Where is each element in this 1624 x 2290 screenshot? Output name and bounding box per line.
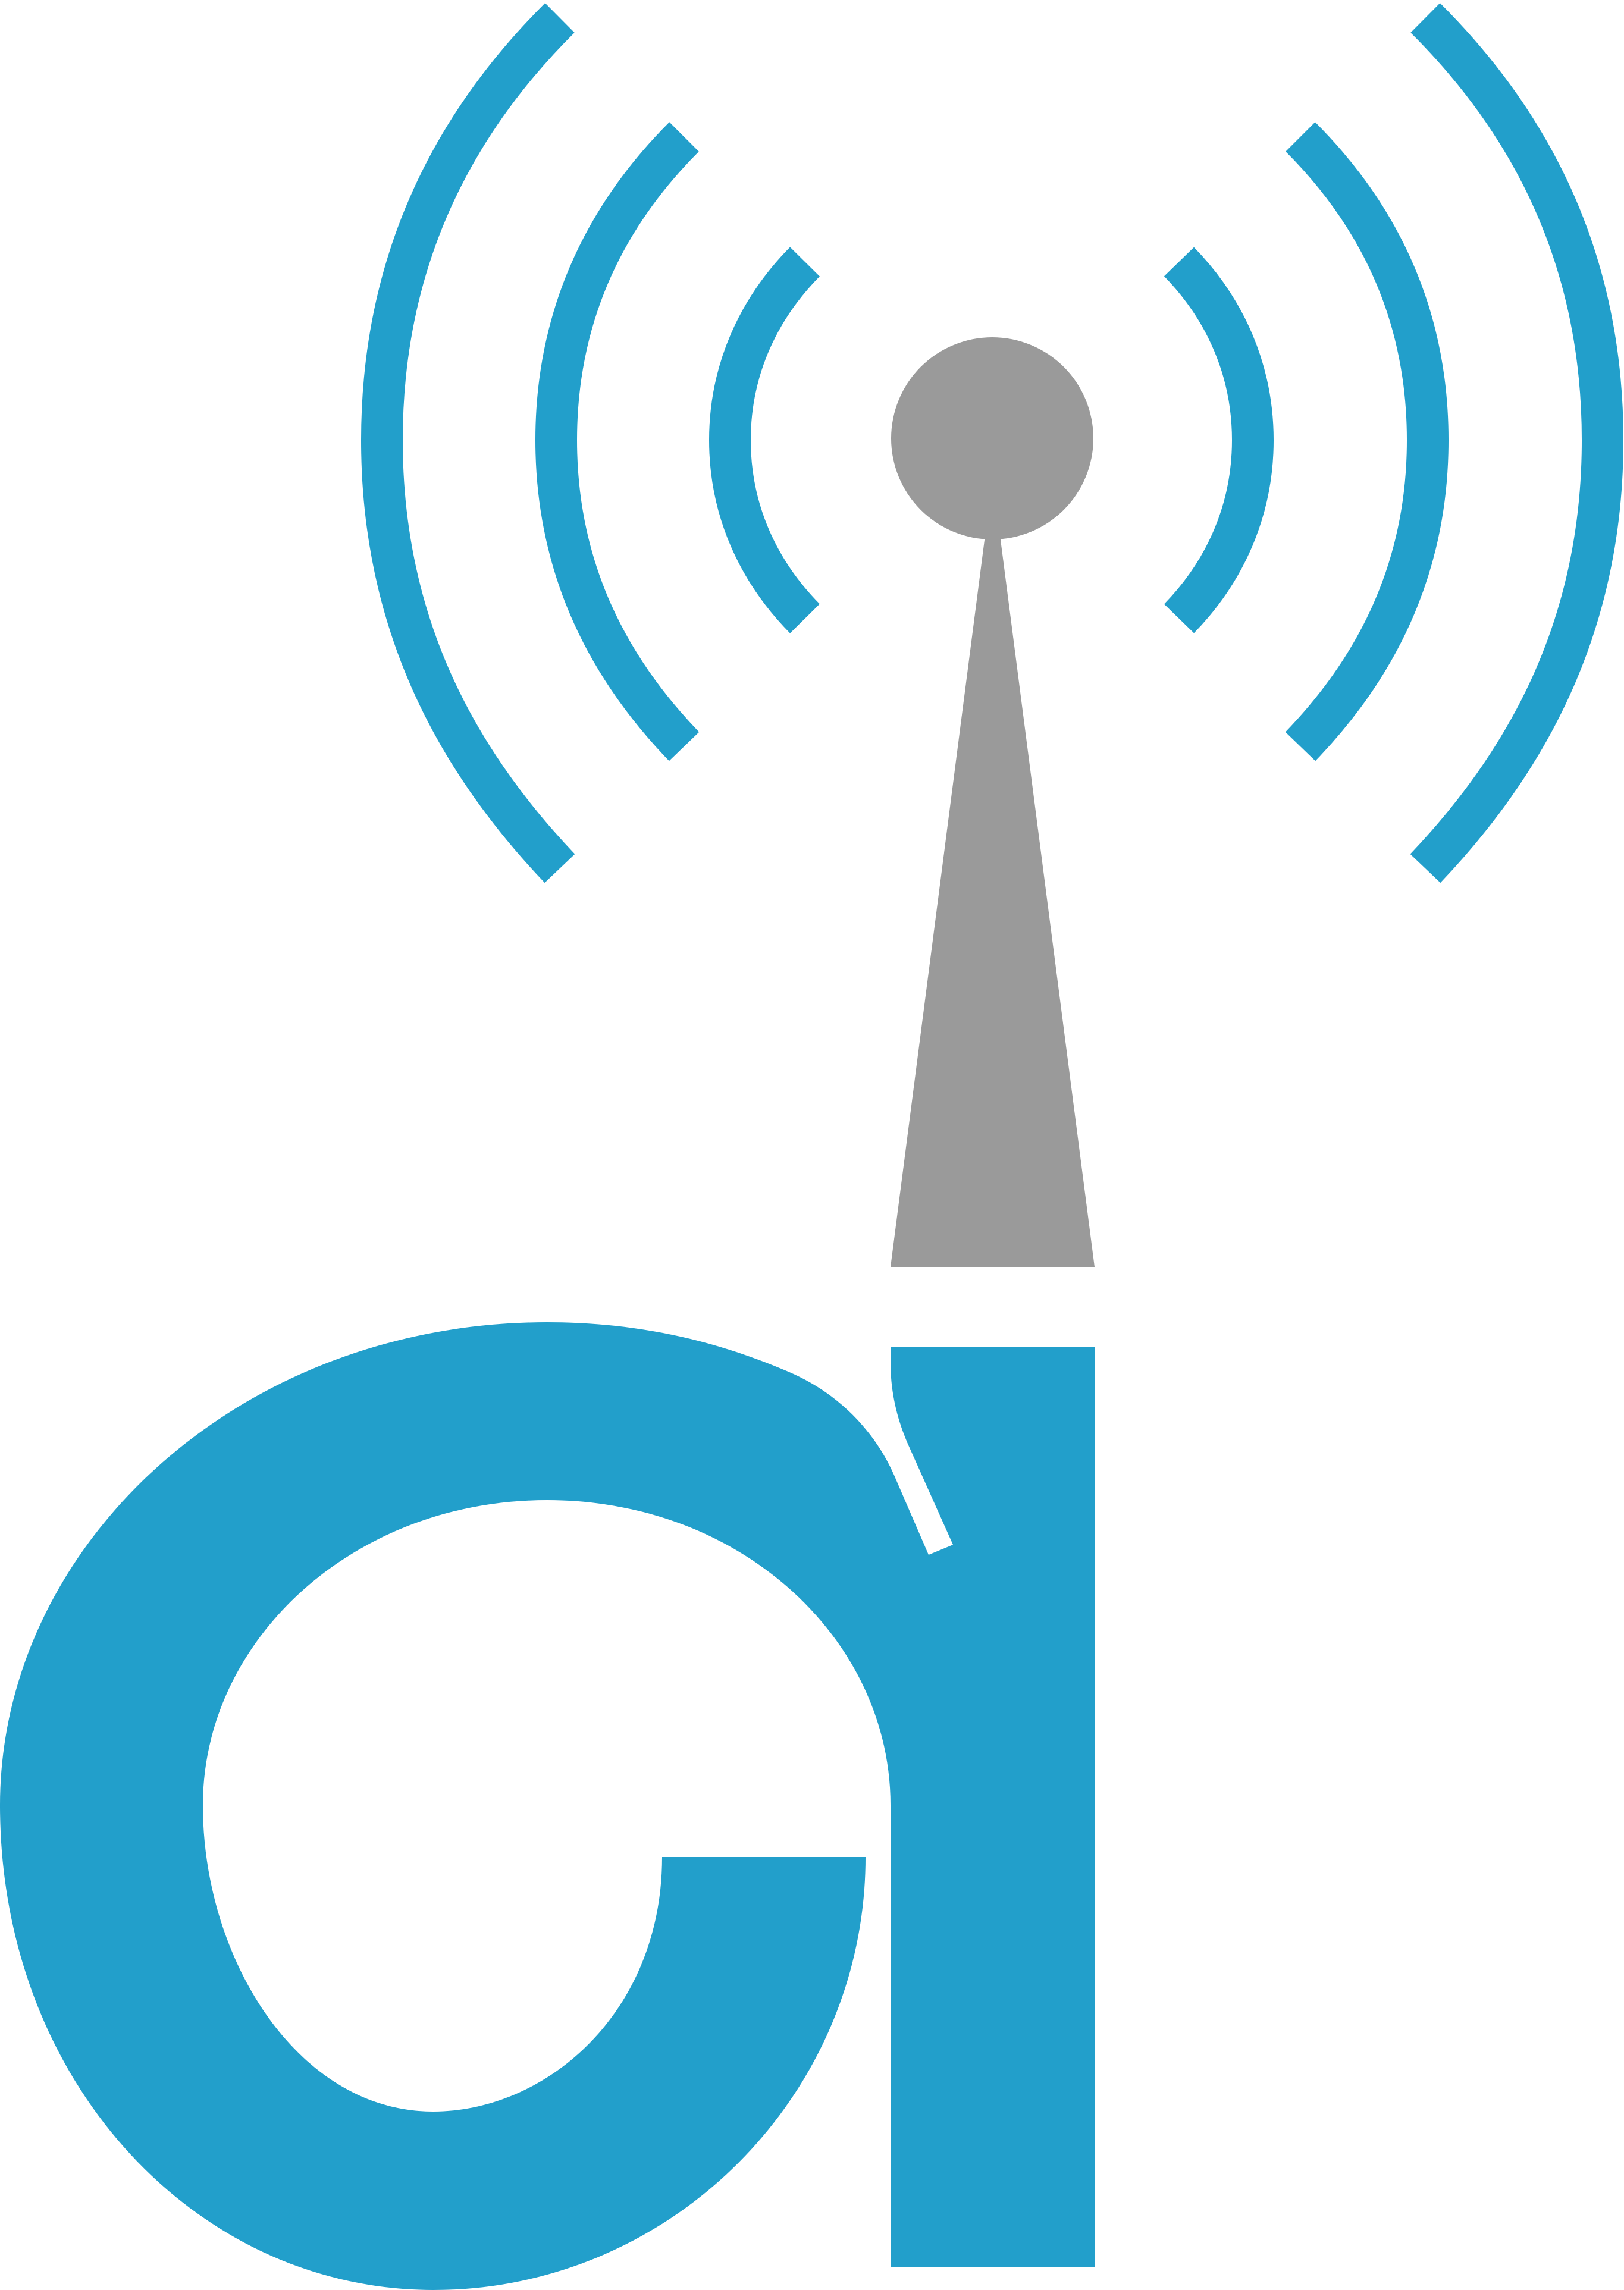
letter-a-stem-icon [0, 1322, 1095, 2290]
signal-waves-right-icon [1164, 3, 1624, 883]
signal-waves-left-icon [360, 3, 820, 883]
signal-wave-left-middle-icon [535, 122, 700, 761]
signal-wave-left-outer-icon [360, 3, 575, 883]
signal-wave-right-middle-icon [1285, 122, 1449, 761]
antenna-mast-icon [891, 535, 1095, 1267]
antenna-tip-icon [891, 337, 1093, 539]
signal-wave-right-outer-icon [1410, 3, 1624, 883]
signal-wave-left-inner-icon [708, 247, 820, 633]
letter-a-icon [0, 1322, 1095, 2290]
signal-wave-right-inner-icon [1164, 247, 1274, 633]
antenna-icon [891, 337, 1095, 1267]
